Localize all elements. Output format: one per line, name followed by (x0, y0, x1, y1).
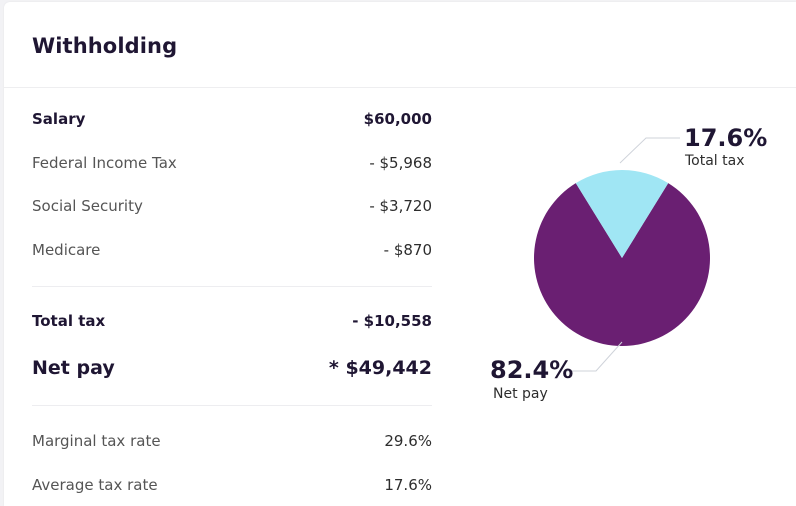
net-pay-row: Net pay * $49,442 (32, 355, 432, 381)
social-security-value: - $3,720 (369, 197, 432, 215)
total-tax-row: Total tax - $10,558 (32, 310, 432, 332)
section-divider (32, 405, 432, 406)
net-pay-label: Net pay (32, 357, 115, 379)
salary-label: Salary (32, 110, 86, 128)
marginal-rate-label: Marginal tax rate (32, 432, 161, 450)
section-divider (32, 286, 432, 287)
net-pay-chart-label: Net pay (493, 386, 548, 402)
pie-slice-total-tax (575, 170, 669, 258)
total-tax-leader-line (619, 137, 680, 164)
net-pay-percent: 82.4% (490, 356, 573, 384)
total-tax-percent: 17.6% (684, 124, 767, 152)
average-rate-label: Average tax rate (32, 476, 158, 494)
average-rate-value: 17.6% (384, 476, 432, 494)
pie-slice-net-pay (534, 183, 710, 346)
salary-value: $60,000 (363, 110, 432, 128)
marginal-rate-row: Marginal tax rate 29.6% (32, 430, 432, 452)
header-divider (4, 87, 796, 88)
salary-row: Salary $60,000 (32, 108, 432, 130)
net-pay-leader-line (566, 341, 623, 372)
total-tax-value: - $10,558 (352, 312, 432, 330)
total-tax-chart-label: Total tax (684, 153, 745, 169)
withholding-pie-chart: 17.6% Total tax 82.4% Net pay (490, 124, 767, 402)
medicare-row: Medicare - $870 (32, 239, 432, 261)
social-security-row: Social Security - $3,720 (32, 195, 432, 217)
federal-tax-label: Federal Income Tax (32, 154, 177, 172)
average-rate-row: Average tax rate 17.6% (32, 474, 432, 496)
card-title: Withholding (32, 34, 178, 58)
federal-tax-row: Federal Income Tax - $5,968 (32, 152, 432, 174)
social-security-label: Social Security (32, 197, 143, 215)
net-pay-value: * $49,442 (328, 357, 432, 379)
total-tax-label: Total tax (32, 312, 106, 330)
marginal-rate-value: 29.6% (384, 432, 432, 450)
medicare-label: Medicare (32, 241, 101, 259)
medicare-value: - $870 (383, 241, 432, 259)
federal-tax-value: - $5,968 (369, 154, 432, 172)
